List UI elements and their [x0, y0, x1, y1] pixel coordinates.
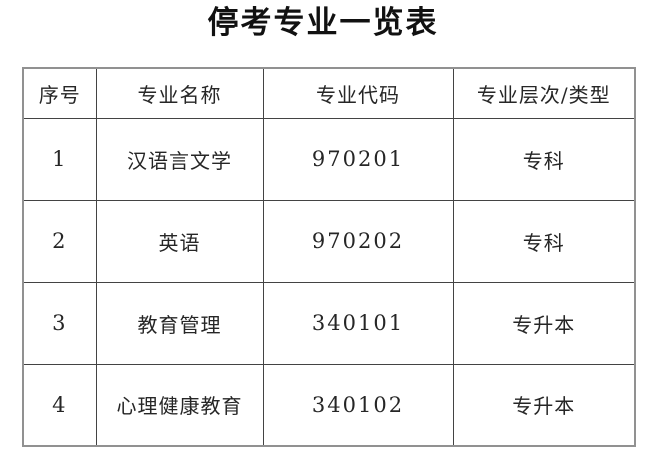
suspended-majors-table: 序号 专业名称 专业代码 专业层次/类型 1 汉语言文学 970201 专科 2… [22, 67, 636, 447]
header-cell-level-type: 专业层次/类型 [452, 67, 636, 119]
major-code: 970202 [262, 199, 454, 283]
row-index: 1 [22, 117, 97, 201]
header-cell-index: 序号 [22, 67, 97, 119]
major-level-type: 专升本 [452, 363, 636, 447]
major-name: 英语 [95, 199, 264, 283]
table-row: 3 教育管理 340101 专升本 [22, 281, 636, 365]
major-code: 340101 [262, 281, 454, 365]
major-level-type: 专升本 [452, 281, 636, 365]
major-code: 970201 [262, 117, 454, 201]
row-index: 3 [22, 281, 97, 365]
major-level-type: 专科 [452, 199, 636, 283]
row-index: 4 [22, 363, 97, 447]
table-row: 4 心理健康教育 340102 专升本 [22, 363, 636, 447]
table-header-row: 序号 专业名称 专业代码 专业层次/类型 [22, 67, 636, 119]
page-title: 停考专业一览表 [207, 5, 439, 41]
header-cell-major-code: 专业代码 [262, 67, 454, 119]
major-level-type: 专科 [452, 117, 636, 201]
table-row: 1 汉语言文学 970201 专科 [22, 117, 636, 201]
row-index: 2 [22, 199, 97, 283]
major-name: 教育管理 [95, 281, 264, 365]
table-row: 2 英语 970202 专科 [22, 199, 636, 283]
major-code: 340102 [262, 363, 454, 447]
header-cell-major-name: 专业名称 [95, 67, 264, 119]
major-name: 汉语言文学 [95, 117, 264, 201]
major-name: 心理健康教育 [95, 363, 264, 447]
